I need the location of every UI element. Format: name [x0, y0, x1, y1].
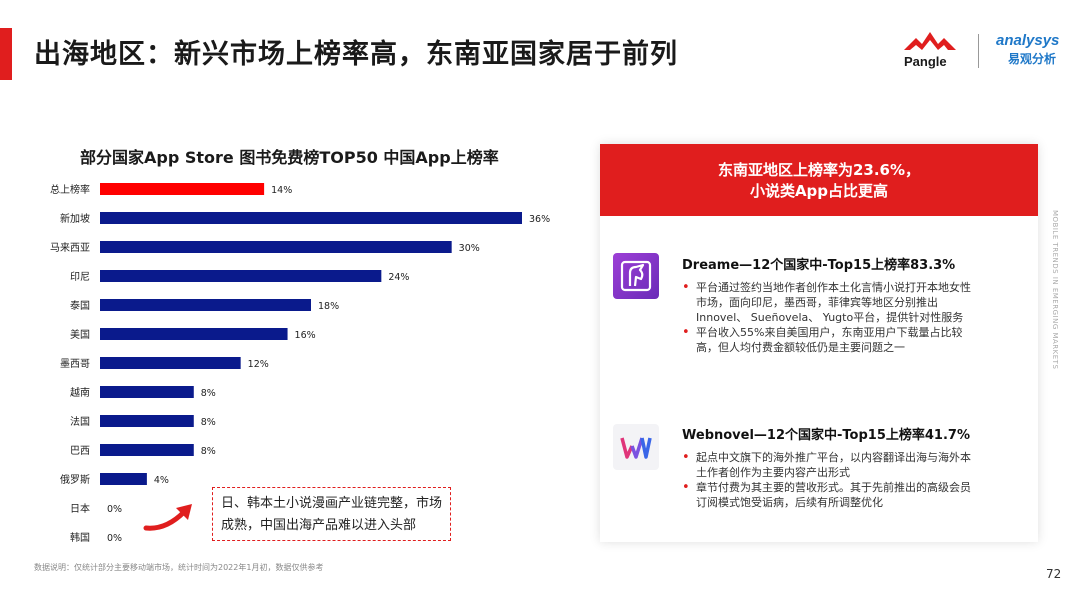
title-accent-bar: [0, 28, 12, 80]
webnovel-bullet-list: 起点中文旗下的海外推广平台，以内容翻译出海与海外本土作者创作为主要内容产出形式 …: [682, 450, 972, 510]
value-label: 0%: [107, 533, 122, 544]
category-label: 马来西亚: [50, 242, 90, 254]
page-title: 出海地区：新兴市场上榜率高，东南亚国家居于前列: [34, 39, 678, 70]
side-vertical-text: MOBILE TRENDS IN EMERGING MARKETS: [1051, 210, 1059, 370]
bar-chart: 总上榜率 14% 新加坡 36% 马来西亚 30% 印尼 24% 泰国 18% 美国 16% 墨西哥 12…: [50, 183, 550, 544]
dreame-bullet-list: 平台通过签约当地作者创作本土化言情小说打开本地女性市场，面向印尼，墨西哥，菲律宾…: [682, 280, 972, 355]
chart-title: 部分国家App Store 图书免费榜TOP50 中国App上榜率: [80, 148, 499, 167]
bar: [100, 299, 311, 311]
analysys-wordmark: analysys: [996, 32, 1060, 49]
value-label: 30%: [459, 243, 480, 254]
webnovel-logo-icon: [613, 424, 659, 470]
analysys-cn-wordmark: 易观分析: [1008, 52, 1057, 66]
webnovel-bullet: 章节付费为其主要的营收形式。其于先前推出的高级会员订阅模式饱受诟病，后续有所调整…: [682, 480, 972, 510]
value-label: 4%: [154, 475, 169, 486]
category-label: 韩国: [70, 531, 90, 544]
pangle-wordmark: Pangle: [904, 54, 947, 69]
pangle-logo: Pangle: [898, 28, 964, 72]
dreame-unicorn-icon: [613, 253, 659, 299]
category-label: 俄罗斯: [60, 473, 90, 486]
category-label: 越南: [70, 386, 90, 399]
panel-header: 东南亚地区上榜率为23.6%， 小说类App占比更高: [600, 144, 1038, 216]
value-label: 8%: [201, 388, 216, 399]
bar: [100, 444, 194, 456]
analysys-logo: analysys 易观分析: [992, 30, 1072, 70]
bar: [100, 328, 288, 340]
webnovel-app-name: Webnovel—12个国家中-Top15上榜率41.7%: [682, 428, 970, 443]
dreame-app-name: Dreame—12个国家中-Top15上榜率83.3%: [682, 258, 956, 273]
value-label: 24%: [388, 272, 409, 283]
category-label: 新加坡: [60, 212, 90, 225]
bar: [100, 415, 194, 427]
value-label: 12%: [248, 359, 269, 370]
webnovel-bullet: 起点中文旗下的海外推广平台，以内容翻译出海与海外本土作者创作为主要内容产出形式: [682, 450, 972, 480]
value-label: 36%: [529, 214, 550, 225]
dreame-bullet: 平台收入55%来自美国用户，东南亚用户下载量占比较高，但人均付费金额较低仍是主要…: [682, 325, 972, 355]
value-label: 8%: [201, 446, 216, 457]
panel-header-line1: 东南亚地区上榜率为23.6%，: [717, 161, 921, 179]
category-label: 总上榜率: [50, 183, 90, 196]
callout-note: 日、韩本土小说漫画产业链完整，市场成熟，中国出海产品难以进入头部: [212, 487, 451, 541]
value-label: 8%: [201, 417, 216, 428]
value-label: 14%: [271, 185, 292, 196]
dreame-bullet: 平台通过签约当地作者创作本土化言情小说打开本地女性市场，面向印尼，墨西哥，菲律宾…: [682, 280, 972, 325]
pangle-mark-icon: [904, 32, 956, 50]
footnote: 数据说明：仅统计部分主要移动端市场，统计时间为2022年1月初，数据仅供参考: [34, 563, 324, 572]
bar: [100, 183, 265, 195]
value-label: 16%: [295, 330, 316, 341]
category-label: 泰国: [70, 299, 90, 312]
panel-header-line2: 小说类App占比更高: [749, 182, 889, 200]
curved-arrow-icon: [143, 504, 192, 531]
value-label: 18%: [318, 301, 339, 312]
bar: [100, 386, 194, 398]
category-label: 法国: [70, 415, 90, 428]
page-number: 72: [1046, 567, 1062, 581]
category-label: 日本: [70, 502, 90, 515]
bar: [100, 212, 522, 224]
bar: [100, 270, 382, 282]
insight-panel: 东南亚地区上榜率为23.6%， 小说类App占比更高 Dreame—12个国家中…: [600, 144, 1038, 542]
category-label: 印尼: [70, 271, 90, 283]
value-label: 0%: [107, 504, 122, 515]
category-label: 美国: [70, 328, 90, 341]
bar: [100, 357, 241, 369]
category-label: 巴西: [70, 445, 90, 457]
category-label: 墨西哥: [60, 358, 90, 370]
bar: [100, 473, 147, 485]
bar: [100, 241, 452, 253]
logo-divider: [978, 34, 979, 68]
